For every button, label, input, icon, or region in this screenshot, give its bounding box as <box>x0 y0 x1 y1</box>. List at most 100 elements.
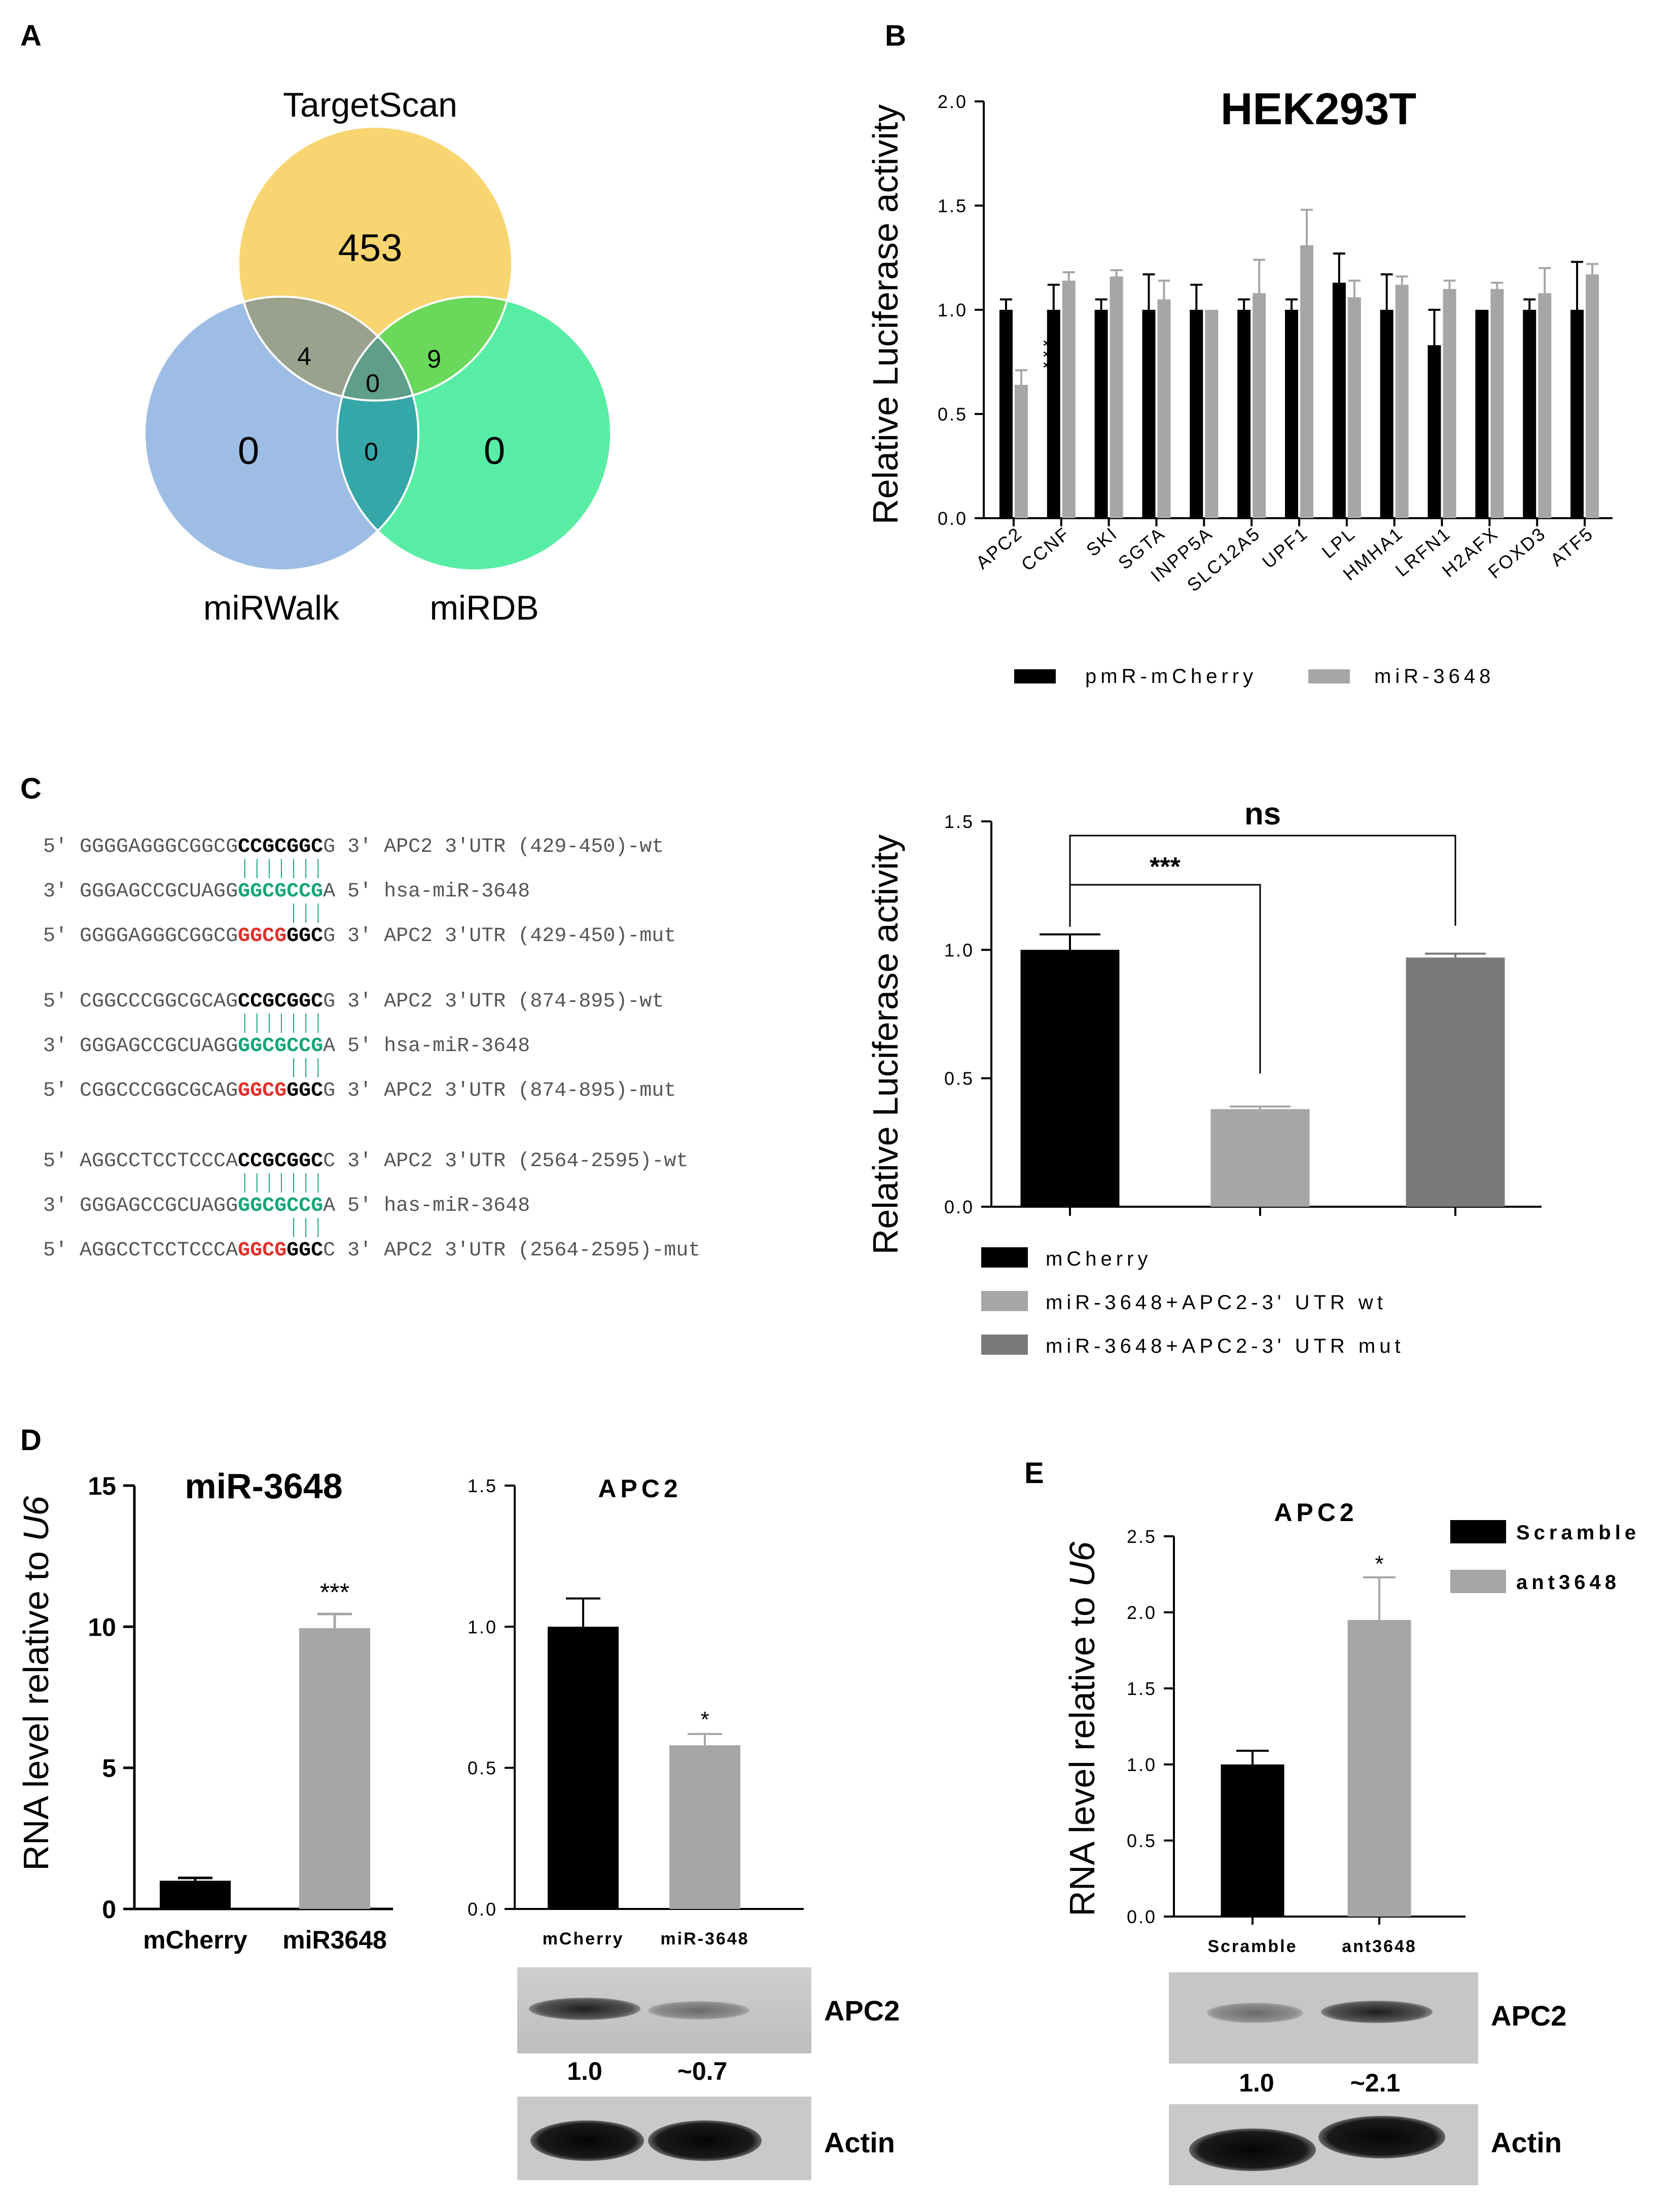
venn-label-targetscan: TargetScan <box>283 86 457 124</box>
chart-b-ytick-label-4: 2.0 <box>938 91 968 112</box>
venn-count-targetscan-mirwalk: 4 <box>297 342 311 371</box>
chart-b-bar-mir3648-slc12a5 <box>1253 293 1266 518</box>
legend-c-label-wt: miR-3648+APC2-3' UTR wt <box>1046 1291 1387 1314</box>
chart-d2: 0.0 0.5 1.0 1.5 mCherry miR-3648 * <box>468 1475 804 1949</box>
panel-e: E RNA level relative to U6 APC2 0.0 0.5 1.… <box>1024 1457 1640 2185</box>
legend-b-label-mcherry: pmR-mCherry <box>1085 665 1257 688</box>
panel-letter-a: A <box>20 19 42 52</box>
seq-row-2-2: 5' AGGCCTCCTCCCAGGCGGGCC 3' APC2 3'UTR (… <box>43 1239 700 1262</box>
chart-d1-sig: *** <box>320 1578 349 1606</box>
chart-b-bar-mir3648-ccnf <box>1062 280 1076 518</box>
chart-e-ytick-label-4: 2.0 <box>1127 1602 1157 1623</box>
chart-b-title: HEK293T <box>1221 84 1416 134</box>
venn-label-mirwalk: miRWalk <box>203 589 340 627</box>
chart-e-bar-scramble <box>1221 1764 1284 1917</box>
legend-e-label-ant3648: ant3648 <box>1516 1571 1620 1594</box>
chart-e-title: APC2 <box>1274 1498 1357 1527</box>
venn-count-all-three: 0 <box>366 369 380 398</box>
chart-b-bar-mir3648-inpp5a <box>1205 310 1219 518</box>
chart-d2-ytick-label-2: 1.0 <box>468 1616 497 1637</box>
venn-label-mirdb: miRDB <box>430 589 539 627</box>
chart-b-bar-mir3648-sgta <box>1157 299 1171 518</box>
legend-c-swatch-mcherry <box>981 1247 1028 1268</box>
chart-e-ylabel: RNA level relative to U6 <box>1062 1541 1102 1916</box>
chart-e-ytick-label-1: 0.5 <box>1127 1830 1157 1851</box>
chart-d1-title: miR-3648 <box>185 1466 342 1506</box>
blot-d: APC2 1.0 ~0.7 Actin <box>517 1967 900 2180</box>
seq-row-0-0: 5' GGGGAGGGCGGCGCCGCGGCG 3' APC2 3'UTR (… <box>43 836 664 858</box>
chart-e-ytick-label-0: 0.0 <box>1127 1906 1157 1927</box>
chart-e-ytick-label-2: 1.0 <box>1127 1754 1157 1775</box>
chart-e-xtick-label-1: ant3648 <box>1342 1937 1417 1956</box>
chart-c-ytick-label-3: 1.5 <box>944 811 974 832</box>
chart-b-bar-mir3648-foxd3 <box>1538 293 1552 518</box>
chart-b-bar-mcherry-hmha1 <box>1380 310 1393 518</box>
chart-b-bar-mcherry-lrfn1 <box>1427 345 1441 518</box>
blot-e-apc2-band-1 <box>1207 2003 1303 2023</box>
chart-d1-ytick-label-1: 5 <box>102 1754 116 1783</box>
blot-e-loading-label: Actin <box>1491 2126 1562 2158</box>
chart-c-ytick-label-0: 0.0 <box>944 1197 974 1217</box>
chart-d1-bar-mir3648 <box>299 1628 370 1909</box>
blot-e-actin-band-2 <box>1318 2116 1445 2158</box>
chart-c: 0.0 0.5 1.0 1.5 *** ns <box>944 797 1542 1217</box>
chart-e-xtick-label-0: Scramble <box>1207 1937 1297 1956</box>
venn-count-mirwalk-only: 0 <box>238 429 259 473</box>
blot-e: APC2 1.0 ~2.1 Actin <box>1169 1972 1566 2185</box>
chart-d2-sig: * <box>700 1707 709 1732</box>
chart-b-bar-mcherry-inpp5a <box>1190 310 1203 518</box>
venn-count-mirwalk-mirdb: 0 <box>364 438 378 466</box>
chart-b-bar-mir3648-h2afx <box>1490 288 1504 518</box>
chart-d1-xtick-label-0: mCherry <box>143 1926 247 1954</box>
seq-row-2-1: 3' GGGAGCCGCUAGGGGCGCCGA 5' has-miR-3648 <box>43 1195 530 1217</box>
blot-e-quant-2: ~2.1 <box>1350 2069 1401 2097</box>
chart-b-bar-mcherry-sgta <box>1142 310 1156 518</box>
chart-b-bar-mcherry-foxd3 <box>1523 310 1536 518</box>
chart-b-ytick-label-0: 0.0 <box>938 508 968 529</box>
chart-d2-xtick-label-1: miR-3648 <box>660 1929 749 1949</box>
seq-row-0-2: 5' GGGGAGGGCGGCGGGCGGGCG 3' APC2 3'UTR (… <box>43 925 676 948</box>
chart-e-ytick-label-5: 2.5 <box>1127 1526 1157 1547</box>
chart-b-bar-mir3648-lpl <box>1347 297 1361 518</box>
panel-letter-d: D <box>20 1424 42 1457</box>
legend-c-swatch-mut <box>981 1334 1028 1355</box>
chart-b-bar-mir3648-upf1 <box>1300 245 1313 519</box>
seq-row-1-2: 5' CGGCCCGGCGCAGGGCGGGCG 3' APC2 3'UTR (… <box>43 1079 676 1102</box>
chart-d1-xtick-label-1: miR3648 <box>282 1926 387 1954</box>
chart-d2-ytick-label-3: 1.5 <box>468 1475 497 1496</box>
seq-row-0-1: 3' GGGAGCCGCUAGGGGCGCCGA 5' hsa-miR-3648 <box>43 880 530 903</box>
panel-c: C 5' GGGGAGGGCGGCGCCGCGGCG 3' APC2 3'UTR… <box>20 772 1542 1357</box>
blot-e-target-label: APC2 <box>1491 2000 1566 2032</box>
chart-e-sig: * <box>1375 1551 1383 1576</box>
chart-b-bar-mir3648-apc2 <box>1014 384 1028 518</box>
chart-b-ylabel: Relative Luciferase activity <box>866 104 905 525</box>
chart-c-bracket-wt <box>1069 884 1261 1074</box>
chart-c-sig-wt: *** <box>1150 852 1181 882</box>
chart-d2-ytick-label-1: 0.5 <box>468 1758 497 1779</box>
chart-b-bar-mcherry-upf1 <box>1285 310 1298 518</box>
chart-b-bar-mcherry-apc2 <box>999 310 1013 518</box>
chart-b-bar-mcherry-lpl <box>1332 282 1346 518</box>
chart-d1-ytick-label-2: 10 <box>88 1613 116 1641</box>
blot-d-target-label: APC2 <box>824 1995 900 2027</box>
chart-c-bracket-ns <box>1069 835 1456 926</box>
chart-e-ytick-label-3: 1.5 <box>1127 1678 1157 1699</box>
chart-b-sig-apc2: *** <box>1032 339 1054 372</box>
legend-e-label-scramble: Scramble <box>1516 1522 1640 1544</box>
panel-d: D RNA level relative to U6 miR-3648 0 5 10… <box>16 1424 900 2180</box>
blot-e-apc2-band-2 <box>1321 2001 1433 2023</box>
legend-b-swatch-mcherry <box>1014 669 1056 683</box>
blot-d-quant-1: 1.0 <box>567 2057 602 2085</box>
blot-d-actin-band-2 <box>648 2120 762 2161</box>
chart-d1: 0 5 10 15 mCherry miR3648 *** <box>88 1472 393 1954</box>
chart-c-bar-2 <box>1406 957 1505 1207</box>
chart-b-ytick-label-1: 0.5 <box>938 404 968 424</box>
chart-c-ytick-label-1: 0.5 <box>944 1068 974 1089</box>
seq-row-1-1: 3' GGGAGCCGCUAGGGGCGCCGA 5' hsa-miR-3648 <box>43 1035 530 1058</box>
panel-letter-e: E <box>1024 1457 1044 1490</box>
blot-d-apc2-band-1 <box>529 1998 640 2020</box>
chart-e-bar-ant3648 <box>1347 1620 1411 1917</box>
legend-e-swatch-scramble <box>1450 1520 1506 1543</box>
chart-b-bar-mcherry-h2afx <box>1475 310 1489 518</box>
